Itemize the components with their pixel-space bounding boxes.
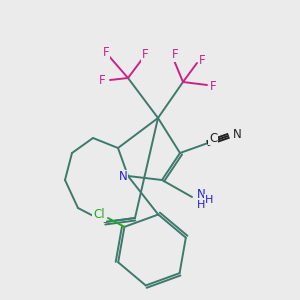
Text: F: F: [99, 74, 105, 86]
Text: F: F: [210, 80, 216, 92]
Text: H: H: [197, 200, 205, 210]
Text: F: F: [142, 49, 148, 62]
Text: F: F: [199, 55, 205, 68]
Text: F: F: [172, 49, 178, 62]
Text: C: C: [209, 131, 217, 145]
Text: N: N: [232, 128, 242, 140]
Text: H: H: [205, 195, 213, 205]
Text: N: N: [118, 170, 127, 184]
Text: N: N: [196, 188, 206, 200]
Text: F: F: [103, 46, 109, 59]
Text: Cl: Cl: [93, 208, 105, 221]
